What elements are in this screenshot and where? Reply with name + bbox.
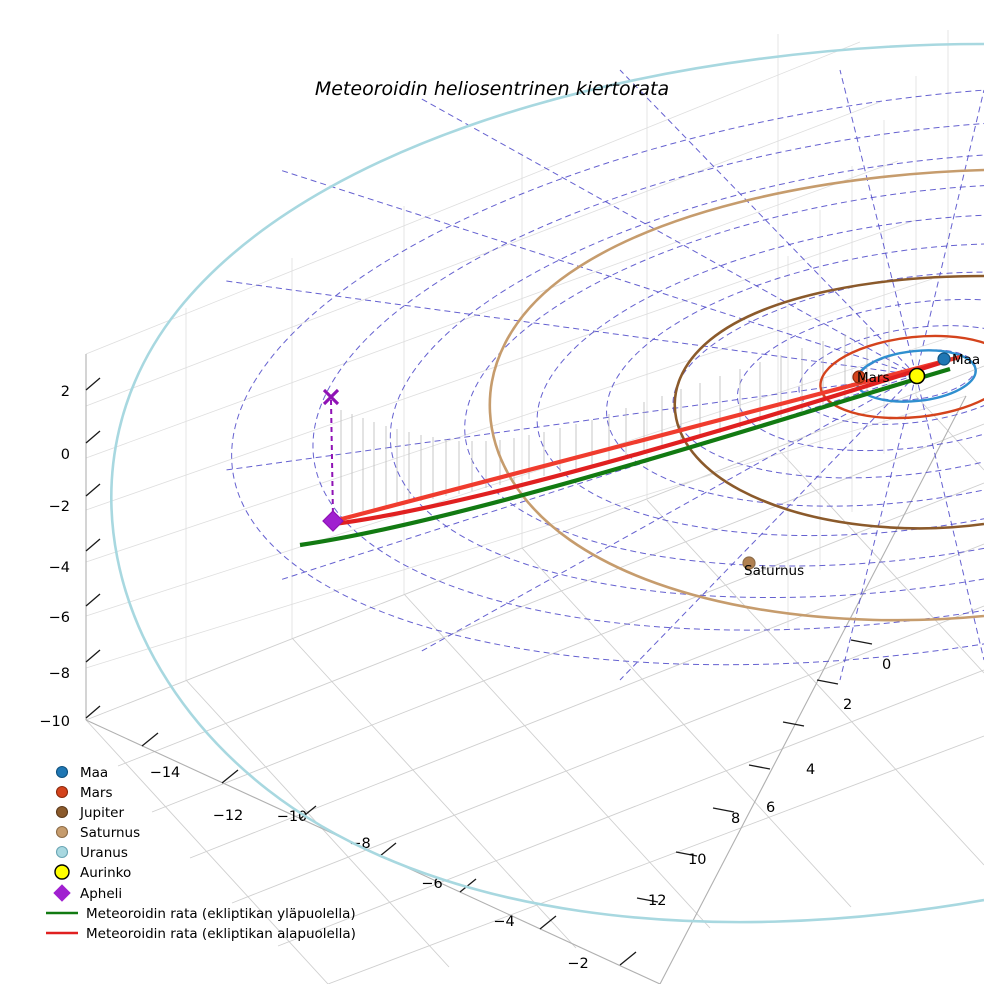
marker-maa[interactable]: Maa: [937, 352, 980, 368]
xtick-label: −14: [150, 765, 181, 781]
ytick-label: −6: [49, 610, 70, 626]
ytick-label: −4: [49, 560, 70, 576]
legend-item-below-ecliptic[interactable]: Meteoroidin rata (ekliptikan alapuolella…: [46, 926, 356, 942]
trajectory-stems: [340, 320, 890, 515]
legend-label: Jupiter: [79, 805, 124, 821]
polar-grid-rings: [231, 84, 984, 666]
marker-aurinko[interactable]: [908, 367, 926, 385]
legend-marker-sun-icon: [54, 864, 70, 880]
page-title: Meteoroidin heliosentrinen kiertorata: [315, 78, 669, 100]
legend-label: Meteoroidin rata (ekliptikan yläpuolella…: [86, 906, 356, 922]
ytick-label: −10: [39, 714, 70, 730]
ztick-label: 4: [806, 762, 815, 778]
xtick-label: −4: [493, 914, 514, 930]
orbit-uranus: [110, 42, 984, 924]
legend-label: Aurinko: [80, 865, 131, 881]
aphelion-diamond-icon[interactable]: [322, 510, 344, 532]
legend-label: Uranus: [80, 845, 128, 861]
orbit-jupiter: [673, 274, 984, 530]
meteoroid-trajectory[interactable]: [299, 354, 961, 548]
ztick-label: 6: [766, 800, 775, 816]
orbit-saturnus: [488, 168, 984, 622]
ytick-label: 0: [61, 447, 70, 463]
legend[interactable]: Maa Mars Jupiter Saturnus Uranus: [46, 765, 356, 942]
orbit-mars: [819, 334, 984, 420]
legend-item-aurinko[interactable]: Aurinko: [54, 864, 131, 881]
xtick-label: −6: [421, 876, 442, 892]
legend-item-above-ecliptic[interactable]: Meteoroidin rata (ekliptikan yläpuolella…: [46, 906, 356, 922]
legend-marker-circle-icon: [55, 765, 69, 779]
axis-z-right[interactable]: 0 2 4 6 8 10 12: [636, 395, 967, 984]
legend-label: Apheli: [80, 886, 122, 902]
aphelion-marker-group[interactable]: [322, 388, 344, 532]
ztick-label: 10: [688, 852, 706, 868]
annotation-label-saturnus: Saturnus: [744, 563, 804, 579]
aphelion-x-icon: [322, 388, 340, 406]
pane-grid-right-wall: [787, 30, 949, 628]
legend-marker-circle-icon: [55, 845, 69, 859]
legend-item-uranus[interactable]: Uranus: [55, 845, 128, 861]
ztick-label: 0: [882, 657, 891, 673]
marker-mars[interactable]: Mars: [852, 370, 890, 386]
legend-label: Meteoroidin rata (ekliptikan alapuolella…: [86, 926, 356, 942]
legend-item-jupiter[interactable]: Jupiter: [55, 805, 125, 821]
legend-item-apheli[interactable]: Apheli: [53, 884, 122, 902]
ytick-label: 2: [61, 384, 70, 400]
legend-label: Mars: [80, 785, 113, 801]
legend-item-mars[interactable]: Mars: [55, 785, 113, 801]
annotation-label-mars: Mars: [857, 370, 890, 386]
legend-marker-circle-icon: [55, 805, 69, 819]
ztick-label: 8: [731, 811, 740, 827]
axis-y-left[interactable]: 2 0 −2 −4 −6 −8 −10: [39, 354, 101, 730]
legend-item-maa[interactable]: Maa: [55, 765, 109, 781]
xtick-label: −2: [567, 956, 588, 972]
ztick-label: 2: [843, 697, 852, 713]
pane-grid-left-wall: [85, 34, 967, 720]
xtick-label: −10: [277, 809, 308, 825]
marker-saturnus[interactable]: Saturnus: [742, 556, 804, 579]
legend-item-saturnus[interactable]: Saturnus: [55, 825, 141, 841]
legend-marker-diamond-icon: [53, 884, 71, 902]
legend-marker-circle-icon: [55, 785, 69, 799]
xtick-label: −12: [213, 808, 244, 824]
ztick-label: 12: [648, 893, 666, 909]
legend-label: Saturnus: [80, 825, 140, 841]
pane-grid-floor: [85, 365, 984, 984]
annotation-label-maa: Maa: [952, 352, 980, 368]
ytick-label: −8: [49, 666, 70, 682]
legend-label: Maa: [80, 765, 108, 781]
ytick-label: −2: [49, 499, 70, 515]
legend-marker-circle-icon: [55, 825, 69, 839]
